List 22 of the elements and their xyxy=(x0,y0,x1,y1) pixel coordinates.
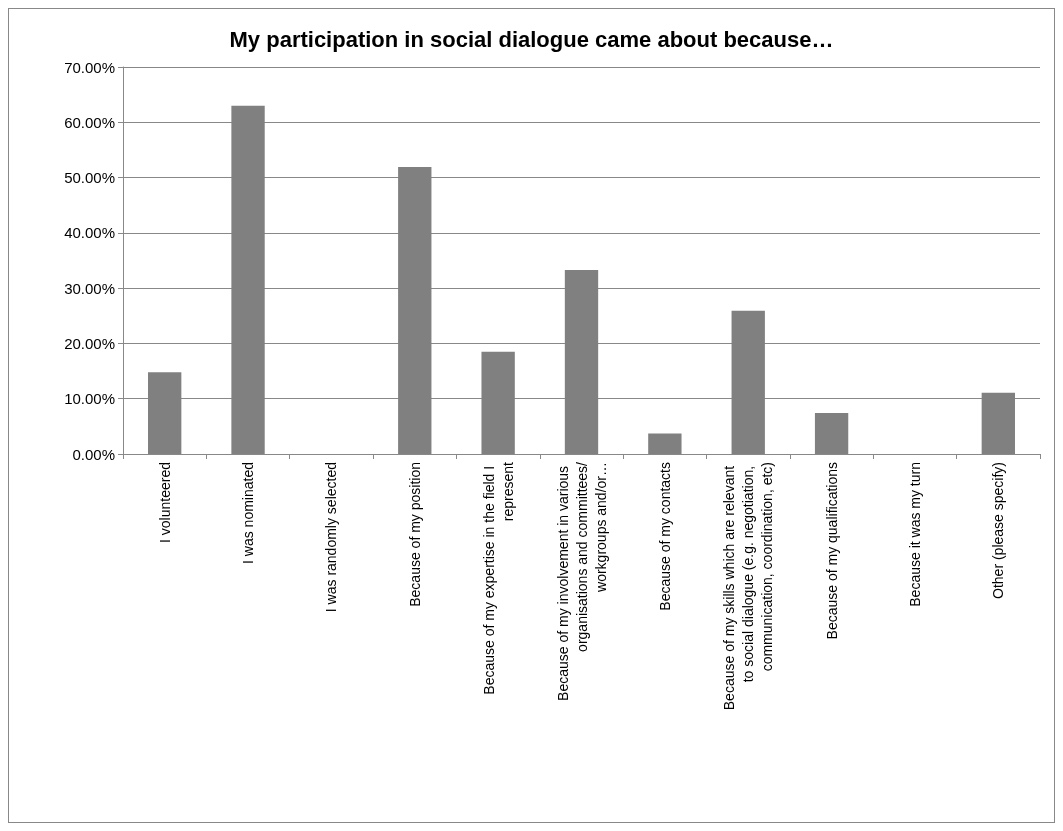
y-tick-label: 40.00% xyxy=(64,224,115,242)
x-tick-label: I was nominated xyxy=(240,462,257,564)
x-tick-label: Because of my contacts xyxy=(656,462,673,611)
x-tick-label: Because of my position xyxy=(406,462,423,607)
x-tick-label: Because of my expertise in the field I represent xyxy=(480,461,516,695)
bar xyxy=(814,413,849,454)
x-tick-label: Because of my skills which are relevant to social dialogue (e.g. negotiation, communication, coordination, etc) xyxy=(721,462,776,711)
x-tick-label: Because it was my turn xyxy=(906,462,923,607)
x-tick-label: Other (please specify) xyxy=(990,462,1007,599)
chart-title: My participation in social dialogue came about because… xyxy=(229,26,834,52)
y-tick-label: 30.00% xyxy=(64,279,115,297)
y-tick-label: 0.00% xyxy=(72,445,115,463)
x-tick-label: Because of my qualifications xyxy=(823,462,840,640)
y-tick-label: 50.00% xyxy=(64,169,115,187)
y-tick-label: 20.00% xyxy=(64,334,115,352)
x-tick-label: I volunteered xyxy=(156,462,173,543)
y-tick-label: 10.00% xyxy=(64,390,115,408)
x-tick-label: I was randomly selected xyxy=(323,462,340,613)
bar xyxy=(648,433,682,454)
y-tick-label: 70.00% xyxy=(64,58,115,76)
y-tick-label: 60.00% xyxy=(64,113,115,131)
x-tick-label: Because of my involvement in various organisations and committees/workgroups and/or… xyxy=(554,461,609,701)
